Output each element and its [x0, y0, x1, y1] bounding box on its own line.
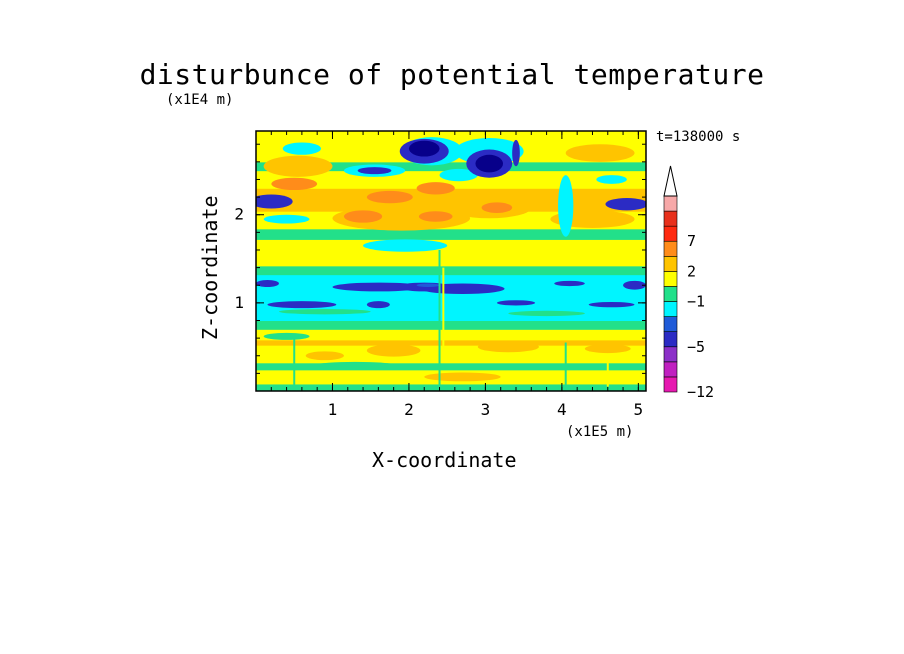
x-tick-label: 3 [481, 400, 491, 419]
field-band [256, 339, 646, 346]
z-tick-label: 2 [234, 205, 244, 224]
field-cell [496, 300, 536, 306]
x-axis: 1 2 3 4 5 [270, 131, 644, 419]
colorbar-segment [663, 195, 678, 212]
x-tick-label: 1 [328, 400, 338, 419]
colorbar-segment [663, 331, 678, 348]
field-cell [263, 332, 310, 340]
time-annotation: t=138000 s [656, 129, 741, 145]
field-cell [256, 194, 293, 209]
colorbar-segment [663, 271, 678, 287]
field-cell [343, 210, 383, 223]
colorbar-label: 2 [687, 262, 696, 280]
z-tick-label: 1 [234, 293, 244, 312]
colorbar-label: −12 [687, 383, 714, 401]
colorbar-segment [663, 346, 678, 363]
colorbar-segment [663, 301, 678, 317]
x-tick-label: 5 [634, 400, 644, 419]
colorbar-label: −1 [687, 293, 705, 311]
field-cell [424, 372, 501, 382]
colorbar-label: 7 [687, 232, 696, 250]
field-cell [523, 363, 585, 369]
z-axis-label: Z-coordinate [198, 195, 222, 341]
field-band [256, 265, 646, 276]
x-tick-label: 4 [557, 400, 567, 419]
field-cell [565, 144, 635, 162]
x-axis-multiplier: (x1E5 m) [566, 424, 634, 440]
field-cell [481, 202, 513, 213]
field-cell [477, 341, 539, 353]
field-cell [408, 140, 440, 157]
z-axis: 12 [234, 143, 646, 374]
field-cell [278, 309, 371, 315]
field-cell [605, 197, 646, 211]
field-cell [418, 211, 453, 222]
colorbar-segment [663, 210, 678, 227]
colorbar-segment [663, 225, 678, 242]
field-cell [363, 239, 448, 252]
field-cell [366, 344, 421, 357]
field-cell [554, 280, 585, 287]
field-band [256, 329, 646, 341]
colorbar-label: −5 [687, 338, 705, 356]
field-band [256, 362, 646, 371]
field-band [256, 239, 646, 267]
field-cell [267, 301, 337, 309]
field-band [256, 228, 646, 240]
field-band [256, 345, 646, 364]
field-cell [357, 167, 392, 175]
field-cell [305, 351, 344, 361]
field-cell [596, 175, 627, 184]
chart-title: disturbunce of potential temperature [139, 58, 765, 91]
field-cell [512, 139, 520, 167]
field-cell [475, 154, 503, 173]
field-cell [584, 344, 631, 354]
field-cell [271, 177, 318, 191]
colorbar-segment [663, 286, 678, 302]
colorbar-segment [663, 240, 678, 257]
field-cell [256, 279, 279, 287]
colorbar-segment [663, 376, 678, 393]
field-cell [317, 361, 394, 368]
field-band [256, 320, 646, 330]
field-band [256, 188, 646, 212]
colorbar-segment [663, 316, 678, 332]
colorbar: 7 2 −1 −5 −12 [663, 165, 714, 401]
field-cell [623, 280, 646, 290]
field-cell [588, 301, 635, 308]
field-cell [508, 310, 585, 317]
x-tick-label: 2 [404, 400, 414, 419]
colorbar-segment [663, 361, 678, 378]
field-band [256, 161, 646, 172]
field-cell [558, 175, 574, 237]
field-cell [439, 168, 478, 182]
field-cell [263, 214, 310, 224]
field-cell [366, 190, 413, 204]
field-cell [366, 301, 390, 309]
field-cell [263, 155, 333, 177]
colorbar-segment [663, 256, 678, 272]
z-axis-multiplier: (x1E4 m) [166, 92, 234, 108]
field-band [256, 383, 646, 391]
plot-frame [255, 130, 647, 392]
colorbar-extend-arrow [663, 165, 678, 197]
field-cell [416, 283, 440, 287]
temperature-field [256, 131, 646, 391]
field-cell [282, 142, 321, 155]
x-axis-label: X-coordinate [372, 448, 517, 472]
field-cell [416, 182, 455, 195]
